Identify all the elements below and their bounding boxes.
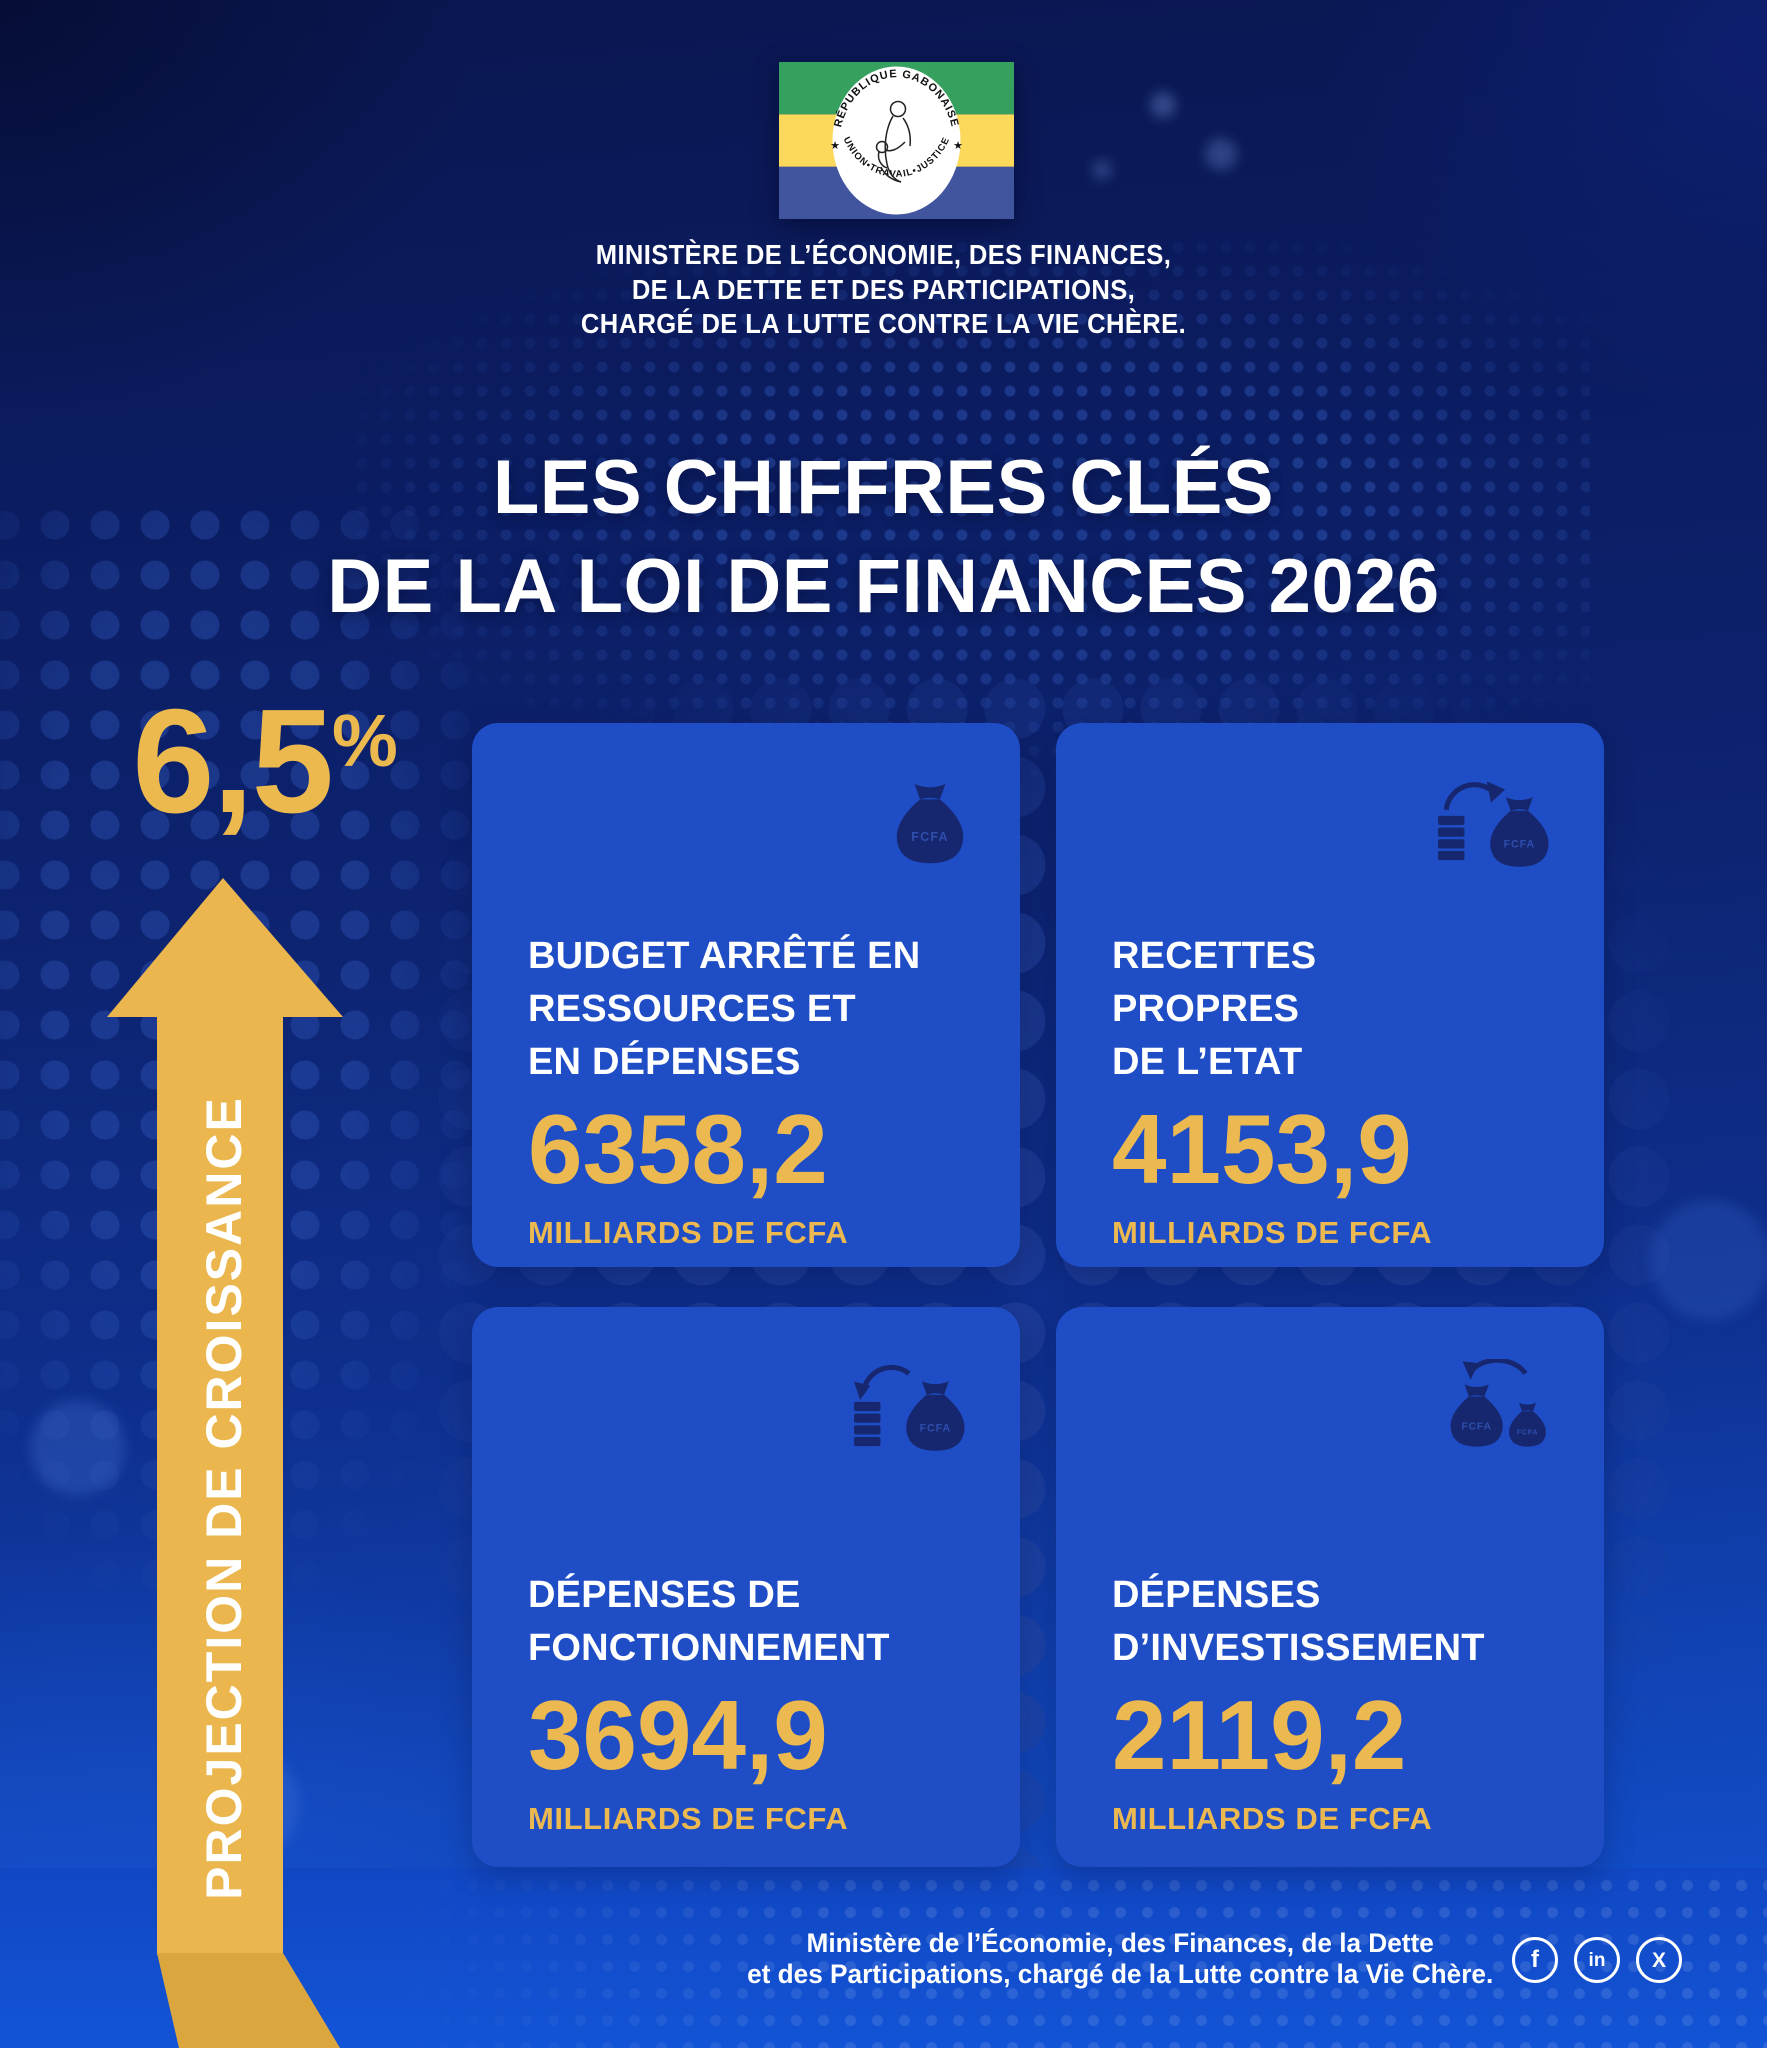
bokeh-circle [1150,92,1176,118]
card-depenses-investissement: FCFA FCFA DÉPENSES D’INVESTISSEMENT 2119… [1056,1307,1604,1867]
linkedin-icon[interactable]: in [1574,1937,1620,1983]
ministry-line: MINISTÈRE DE L’ÉCONOMIE, DES FINANCES, [595,239,1172,270]
card-title-line: RESSOURCES ET [528,987,856,1030]
card-budget-total: FCFA BUDGET ARRÊTÉ EN RESSOURCES ET EN D… [472,723,1020,1267]
mother-and-child-line-art [875,100,911,183]
x-twitter-icon[interactable]: X [1636,1937,1682,1983]
card-title: RECETTES PROPRES DE L’ETAT [1112,930,1576,1090]
gabon-flag: RÉPUBLIQUE GABONAISE UNION•TRAVAIL•JUSTI… [779,62,1014,219]
page-title-line2: DE LA LOI DE FINANCES 2026 [327,544,1440,629]
card-value: 3694,9 [528,1680,828,1791]
fcfa-label: FCFA [1504,838,1536,850]
social-links: f in X [1512,1937,1682,1983]
card-unit: MILLIARDS DE FCFA [1112,1801,1433,1836]
card-unit: MILLIARDS DE FCFA [528,1801,849,1836]
coins-out-of-bag-icon: FCFA [854,1364,965,1451]
facebook-icon[interactable]: f [1512,1937,1558,1983]
money-bag-icon: FCFA [896,784,964,864]
card-title-line: DÉPENSES [1112,1573,1321,1616]
fcfa-label: FCFA [920,1422,952,1434]
card-title-line: PROPRES [1112,987,1300,1030]
fcfa-label: FCFA [911,830,948,844]
coins-into-bag-icon: FCFA [1438,781,1549,867]
ministry-line: DE LA DETTE ET DES PARTICIPATIONS, [631,273,1136,305]
two-money-bags-icon: FCFA FCFA [1450,1359,1546,1447]
bokeh-circle [1205,138,1237,170]
bokeh-circle [1092,160,1112,180]
flag-star-right: ★ [953,140,963,152]
linkedin-glyph: in [1588,1949,1606,1971]
card-recettes-propres: FCFA RECETTES PROPRES DE L’ETAT 4153,9 M… [1056,723,1604,1267]
footer-line: Ministère de l’Économie, des Finances, d… [806,1928,1434,1958]
x-glyph: X [1651,1948,1666,1972]
card-title-line: EN DÉPENSES [528,1040,801,1083]
bokeh-circle [1650,1200,1767,1320]
fcfa-label: FCFA [1461,1421,1492,1432]
ministry-name: MINISTÈRE DE L’ÉCONOMIE, DES FINANCES, D… [62,238,1705,342]
card-title: DÉPENSES D’INVESTISSEMENT [1112,1569,1576,1675]
growth-axis-label: PROJECTION DE CROISSANCE [196,1096,252,1900]
card-unit: MILLIARDS DE FCFA [528,1215,849,1250]
card-title: DÉPENSES DE FONCTIONNEMENT [528,1569,992,1675]
footer-line: et des Participations, chargé de la Lutt… [746,1959,1493,1989]
card-title-line: D’INVESTISSEMENT [1112,1626,1485,1669]
card-value: 2119,2 [1112,1680,1407,1791]
card-title-line: FONCTIONNEMENT [528,1626,890,1669]
card-title: BUDGET ARRÊTÉ EN RESSOURCES ET EN DÉPENS… [528,930,992,1090]
card-title-line: RECETTES [1112,934,1317,977]
growth-rate-value: 6,5% [100,688,430,836]
background-vignette [0,0,900,760]
card-title-line: DÉPENSES DE [528,1573,801,1616]
footer-ministry-name: Ministère de l’Économie, des Finances, d… [747,1928,1493,1990]
facebook-glyph: f [1531,1946,1539,1973]
card-depenses-fonctionnement: FCFA DÉPENSES DE FONCTIONNEMENT 3694,9 M… [472,1307,1020,1867]
card-title-line: DE L’ETAT [1112,1040,1303,1083]
flag-star-left: ★ [830,140,840,152]
page-title-line1: LES CHIFFRES CLÉS [492,445,1275,530]
ministry-line: CHARGÉ DE LA LUTTE CONTRE LA VIE CHÈRE. [580,308,1187,339]
card-value: 6358,2 [528,1094,828,1205]
fcfa-label: FCFA [1517,1427,1539,1436]
bokeh-circle [30,1400,125,1495]
page-title: LES CHIFFRES CLÉS DE LA LOI DE FINANCES … [0,438,1767,636]
card-value: 4153,9 [1112,1094,1412,1205]
percent-sign: % [331,699,398,783]
growth-rate-number: 6,5 [132,679,334,844]
card-unit: MILLIARDS DE FCFA [1112,1215,1433,1250]
card-title-line: BUDGET ARRÊTÉ EN [528,934,921,977]
flag-emblem-oval [832,66,961,215]
